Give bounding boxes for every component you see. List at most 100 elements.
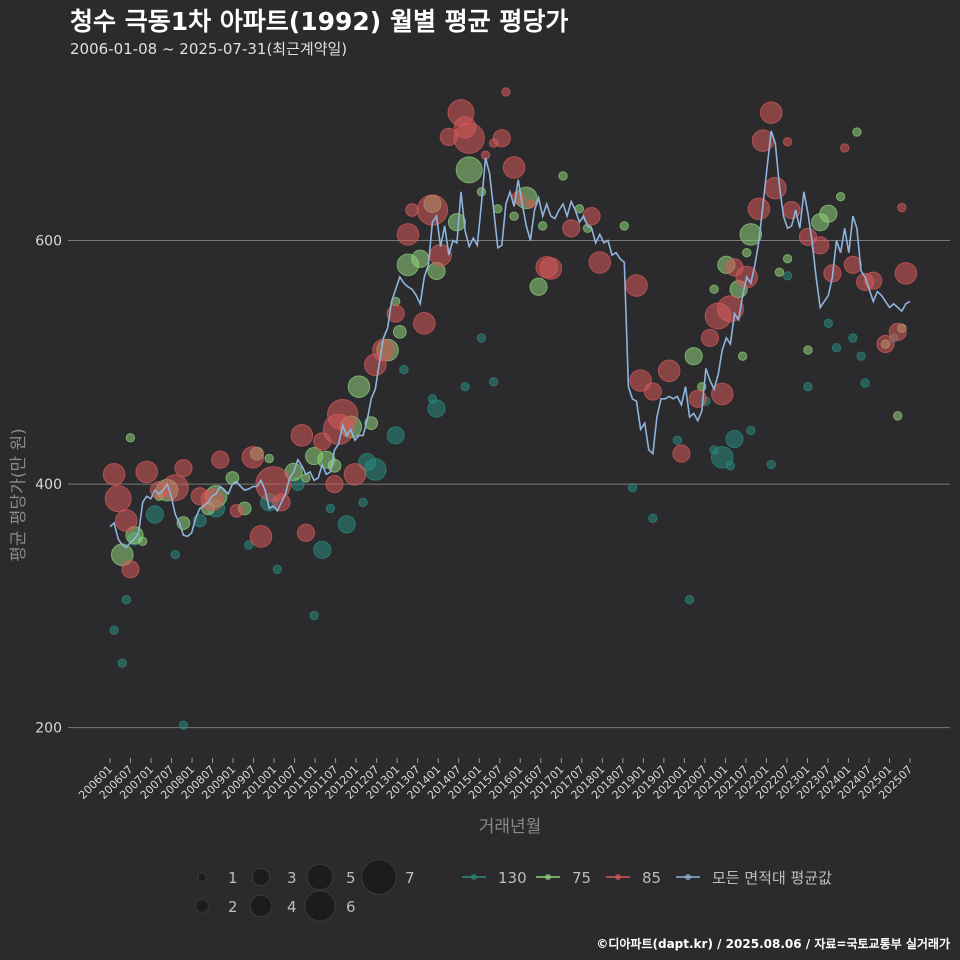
point-85 <box>325 474 344 494</box>
point-130 <box>117 658 127 668</box>
point-130 <box>337 515 356 534</box>
point-85 <box>249 525 273 548</box>
point-130 <box>627 483 638 493</box>
point-85 <box>453 122 485 154</box>
size-legend-label: 3 <box>287 869 297 887</box>
point-85 <box>396 223 420 246</box>
point-130 <box>399 364 409 375</box>
point-75 <box>742 247 752 258</box>
point-130 <box>170 550 181 560</box>
point-130 <box>121 595 132 605</box>
point-85 <box>562 219 581 238</box>
point-85 <box>525 199 536 209</box>
point-130 <box>109 625 119 635</box>
point-85 <box>412 312 436 335</box>
point-130 <box>648 513 658 523</box>
point-85 <box>894 262 918 285</box>
point-75 <box>835 191 846 202</box>
point-85 <box>888 322 907 341</box>
point-85 <box>864 271 883 290</box>
point-85 <box>405 203 419 217</box>
point-130 <box>725 461 736 471</box>
x-axis-label: 거래년월 <box>479 817 542 837</box>
point-85 <box>876 334 895 354</box>
point-75 <box>852 127 862 137</box>
point-75 <box>737 351 748 361</box>
point-130 <box>782 271 793 281</box>
size-legend-label: 6 <box>346 898 356 916</box>
size-legend-circle-3 <box>251 867 271 887</box>
point-75 <box>739 223 763 246</box>
point-85 <box>492 129 511 148</box>
point-130 <box>672 435 683 445</box>
point-75 <box>619 221 629 231</box>
size-legend-label: 1 <box>228 869 238 887</box>
y-axis-ticks: 200 400 600 <box>35 234 62 737</box>
legend-dot-s75 <box>545 874 551 880</box>
y-axis-label: 평균 평당가(만 원) <box>9 428 29 562</box>
point-85 <box>229 503 244 518</box>
point-85 <box>326 398 359 431</box>
point-130 <box>823 318 834 329</box>
point-75 <box>264 453 274 464</box>
point-85 <box>839 143 850 153</box>
point-75 <box>537 221 548 231</box>
point-130 <box>684 595 695 605</box>
size-legend-circle-2 <box>195 899 209 913</box>
legend-dot-s130 <box>471 874 477 880</box>
point-85 <box>539 257 563 280</box>
point-85 <box>104 485 132 513</box>
point-85 <box>897 202 907 213</box>
point-130 <box>476 333 487 343</box>
footer-credit: ©디아파트(dapt.kr) / 2025.08.06 / 자료=국토교통부 실… <box>596 937 950 951</box>
size-legend-label: 2 <box>228 898 238 916</box>
legend: 1 2 3 4 5 6 7 130 75 85 모든 면적대 평균값 <box>195 859 832 922</box>
point-85 <box>296 523 316 542</box>
point-75 <box>529 277 548 296</box>
point-130 <box>746 425 756 436</box>
point-75 <box>137 536 148 547</box>
point-75 <box>411 249 430 268</box>
size-legend-circle-7 <box>361 859 397 895</box>
y-tick-label: 200 <box>35 721 62 737</box>
point-130 <box>766 459 776 470</box>
point-130 <box>860 378 870 388</box>
legend-label-s75: 75 <box>572 869 591 887</box>
legend-dot-s85 <box>615 874 621 880</box>
point-85 <box>811 236 830 255</box>
point-75 <box>684 347 703 366</box>
point-75 <box>558 171 568 181</box>
point-75 <box>774 267 785 277</box>
point-130 <box>309 610 319 621</box>
point-85 <box>121 560 140 579</box>
point-85 <box>200 488 224 512</box>
point-85 <box>386 304 405 323</box>
legend-dot-avg <box>685 874 691 880</box>
point-85 <box>782 137 793 147</box>
point-85 <box>588 251 612 274</box>
chart-subtitle: 2006-01-08 ~ 2025-07-31(최근계약일) <box>70 40 348 58</box>
size-legend-label: 5 <box>346 869 356 887</box>
point-85 <box>211 450 230 469</box>
point-85 <box>700 328 720 348</box>
size-legend-circle-1 <box>197 872 207 882</box>
point-85 <box>135 460 159 484</box>
point-130 <box>244 540 254 550</box>
point-75 <box>709 284 719 294</box>
point-130 <box>145 505 164 524</box>
size-legend-circle-5 <box>306 863 334 891</box>
size-legend-circle-4 <box>249 894 273 918</box>
point-75 <box>347 375 371 398</box>
point-85 <box>115 509 138 532</box>
chart-title: 청수 극동1차 아파트(1992) 월별 평균 평당가 <box>70 7 569 36</box>
point-85 <box>625 274 648 297</box>
point-85 <box>501 87 511 97</box>
point-75 <box>447 213 467 232</box>
y-tick-label: 600 <box>35 234 62 250</box>
data-points <box>102 87 918 730</box>
size-legend-circle-6 <box>304 890 336 922</box>
point-130 <box>856 351 866 361</box>
point-75 <box>509 211 519 221</box>
point-130 <box>364 458 387 481</box>
